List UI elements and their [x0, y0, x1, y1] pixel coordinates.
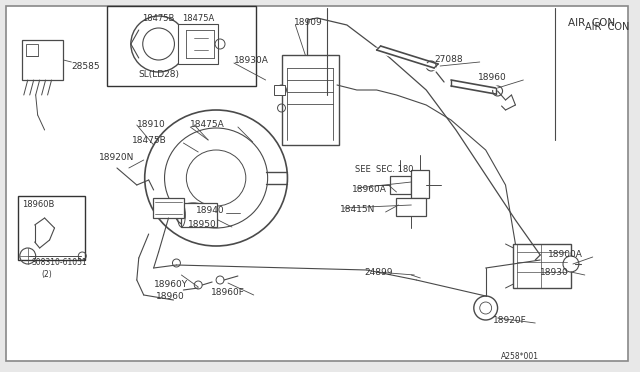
- Text: 18910: 18910: [137, 120, 166, 129]
- Bar: [282, 55, 339, 145]
- Text: 18920N: 18920N: [99, 153, 134, 162]
- Text: A258*001: A258*001: [500, 352, 539, 361]
- Text: 18475A: 18475A: [182, 14, 214, 23]
- Bar: [412, 170, 429, 198]
- Text: 18475B: 18475B: [141, 14, 174, 23]
- Circle shape: [563, 256, 579, 272]
- Bar: [22, 40, 63, 80]
- Bar: [153, 198, 184, 218]
- Bar: [513, 244, 571, 288]
- Text: SL(LD28): SL(LD28): [139, 70, 180, 79]
- Bar: [26, 44, 38, 56]
- Text: AIR  CON: AIR CON: [585, 22, 629, 32]
- Bar: [107, 6, 256, 86]
- Text: 18909: 18909: [294, 18, 323, 27]
- Text: 18960B: 18960B: [22, 200, 54, 209]
- Bar: [390, 176, 412, 194]
- Text: 18920F: 18920F: [493, 316, 526, 325]
- Text: 18930A: 18930A: [234, 56, 269, 65]
- Text: 18930: 18930: [540, 268, 569, 277]
- Text: 18475A: 18475A: [190, 120, 225, 129]
- Text: 18900A: 18900A: [548, 250, 583, 259]
- Bar: [273, 85, 285, 95]
- Text: (2): (2): [42, 270, 52, 279]
- Text: 24899: 24899: [365, 268, 393, 277]
- Circle shape: [493, 86, 502, 96]
- Text: 18960: 18960: [156, 292, 184, 301]
- Text: 18475B: 18475B: [132, 136, 166, 145]
- Text: 18415N: 18415N: [340, 205, 376, 214]
- Text: 18950: 18950: [188, 220, 217, 229]
- Text: 18960A: 18960A: [352, 185, 387, 194]
- Text: 18960: 18960: [478, 73, 506, 82]
- Bar: [181, 203, 217, 227]
- Bar: [18, 196, 85, 260]
- Text: 27088: 27088: [434, 55, 463, 64]
- Circle shape: [426, 61, 436, 71]
- Text: 18940: 18940: [196, 206, 225, 215]
- Text: SEE  SEC. 180: SEE SEC. 180: [355, 165, 413, 174]
- Text: 28585: 28585: [72, 62, 100, 71]
- Text: 18960F: 18960F: [211, 288, 245, 297]
- Bar: [179, 24, 218, 64]
- Text: 18960Y: 18960Y: [154, 280, 188, 289]
- Text: AIR  CON: AIR CON: [568, 18, 615, 28]
- Text: S08310-61051: S08310-61051: [32, 258, 88, 267]
- Bar: [397, 198, 426, 216]
